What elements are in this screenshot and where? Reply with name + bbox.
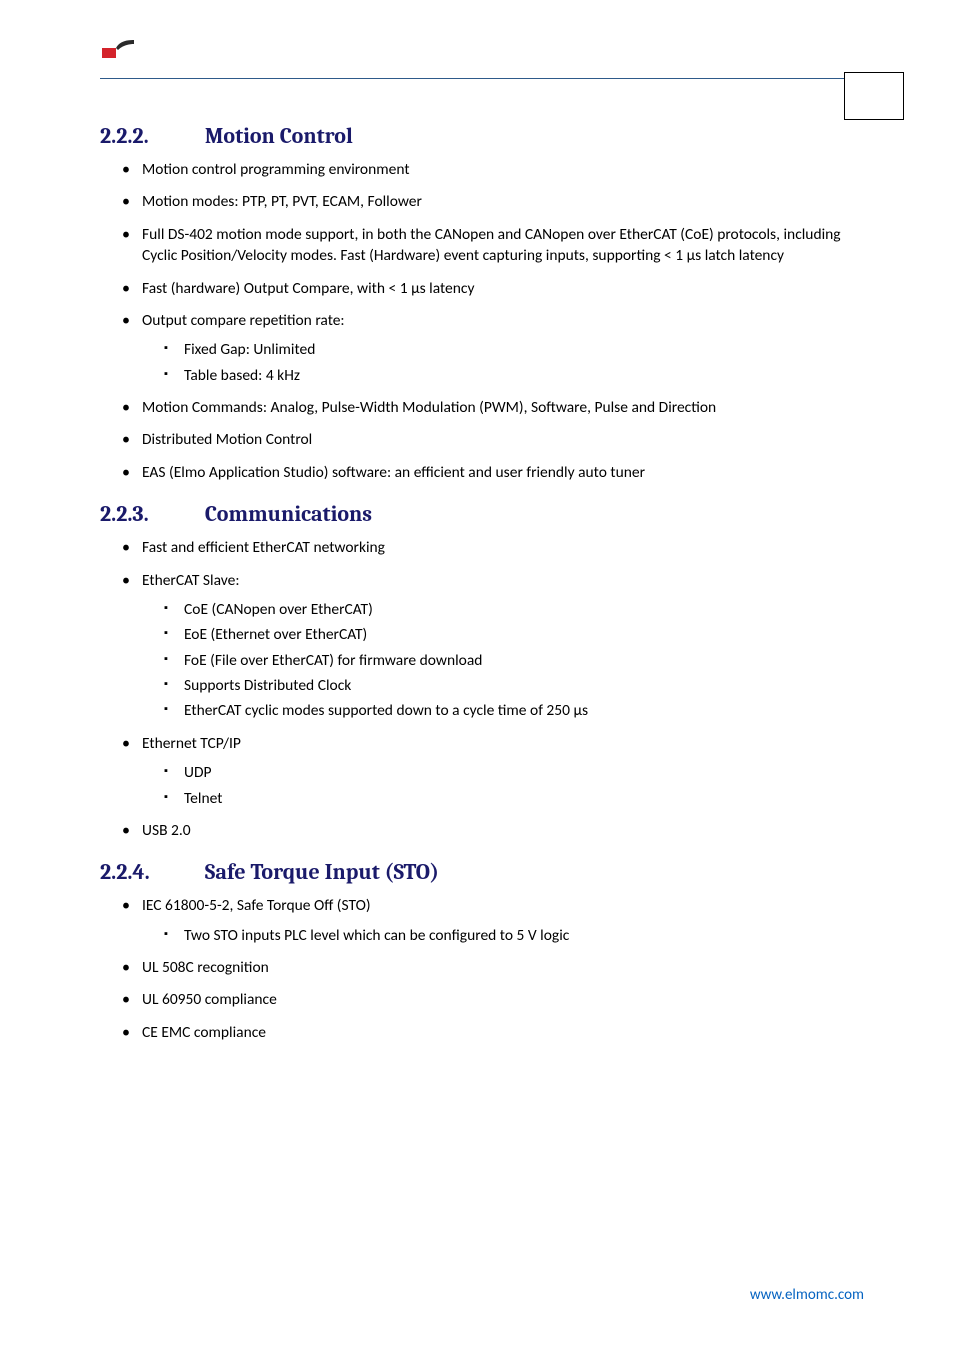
item-text: Motion control programming environment bbox=[142, 160, 410, 179]
item-text: EoE (Ethernet over EtherCAT) bbox=[184, 625, 367, 644]
item-text: UDP bbox=[184, 763, 212, 782]
list-sto: IEC 61800-5-2, Safe Torque Off (STO) Two… bbox=[100, 895, 864, 1043]
list-item: Table based: 4 kHz bbox=[164, 365, 864, 386]
list-item: UDP bbox=[164, 762, 864, 783]
list-item: EtherCAT cyclic modes supported down to … bbox=[164, 700, 864, 721]
list-item: CE EMC compliance bbox=[122, 1022, 864, 1043]
item-text: Fast (hardware) Output Compare, with < 1… bbox=[142, 279, 474, 298]
item-text: Supports Distributed Clock bbox=[184, 676, 351, 695]
footer-url[interactable]: www.elmomc.com bbox=[750, 1286, 864, 1304]
item-text: UL 60950 compliance bbox=[142, 990, 277, 1009]
list-item: Output compare repetition rate: Fixed Ga… bbox=[122, 310, 864, 386]
item-text: FoE (File over EtherCAT) for firmware do… bbox=[184, 651, 482, 670]
item-text: UL 508C recognition bbox=[142, 958, 269, 977]
section-number: 2.2.4. bbox=[100, 859, 200, 885]
list-item: Ethernet TCP/IP UDP Telnet bbox=[122, 733, 864, 809]
list-item: IEC 61800-5-2, Safe Torque Off (STO) Two… bbox=[122, 895, 864, 946]
list-item: Two STO inputs PLC level which can be co… bbox=[164, 925, 864, 946]
sublist: CoE (CANopen over EtherCAT) EoE (Etherne… bbox=[142, 599, 864, 722]
list-item: Supports Distributed Clock bbox=[164, 675, 864, 696]
item-text: Distributed Motion Control bbox=[142, 430, 312, 449]
sublist: Two STO inputs PLC level which can be co… bbox=[142, 925, 864, 946]
item-text: IEC 61800-5-2, Safe Torque Off (STO) bbox=[142, 896, 371, 915]
brand-logo bbox=[100, 36, 136, 60]
section-number: 2.2.3. bbox=[100, 501, 200, 527]
list-item: Fast and efficient EtherCAT networking bbox=[122, 537, 864, 558]
item-text: Telnet bbox=[184, 789, 222, 808]
list-item: Motion modes: PTP, PT, PVT, ECAM, Follow… bbox=[122, 191, 864, 212]
item-text: USB 2.0 bbox=[142, 821, 191, 840]
item-text: EtherCAT Slave: bbox=[142, 571, 239, 590]
section-heading-communications: 2.2.3. Communications bbox=[100, 501, 864, 527]
section-number: 2.2.2. bbox=[100, 123, 200, 149]
list-item: Telnet bbox=[164, 788, 864, 809]
list-item: Full DS-402 motion mode support, in both… bbox=[122, 224, 864, 267]
section-heading-motion-control: 2.2.2. Motion Control bbox=[100, 123, 864, 149]
item-text: Fixed Gap: Unlimited bbox=[184, 340, 315, 359]
list-item: EAS (Elmo Application Studio) software: … bbox=[122, 462, 864, 483]
item-text: EAS (Elmo Application Studio) software: … bbox=[142, 463, 645, 482]
list-item: UL 508C recognition bbox=[122, 957, 864, 978]
section-heading-sto: 2.2.4. Safe Torque Input (STO) bbox=[100, 859, 864, 885]
list-communications: Fast and efficient EtherCAT networking E… bbox=[100, 537, 864, 841]
item-text: Output compare repetition rate: bbox=[142, 311, 345, 330]
page-number-box bbox=[844, 72, 904, 120]
list-motion-control: Motion control programming environment M… bbox=[100, 159, 864, 483]
list-item: Distributed Motion Control bbox=[122, 429, 864, 450]
section-title: Communications bbox=[205, 501, 372, 527]
section-title: Safe Torque Input (STO) bbox=[205, 859, 439, 885]
list-item: Fixed Gap: Unlimited bbox=[164, 339, 864, 360]
list-item: Fast (hardware) Output Compare, with < 1… bbox=[122, 278, 864, 299]
item-text: Full DS-402 motion mode support, in both… bbox=[142, 225, 841, 265]
item-text: Two STO inputs PLC level which can be co… bbox=[184, 926, 569, 945]
list-item: CoE (CANopen over EtherCAT) bbox=[164, 599, 864, 620]
item-text: EtherCAT cyclic modes supported down to … bbox=[184, 701, 588, 720]
list-item: USB 2.0 bbox=[122, 820, 864, 841]
section-title: Motion Control bbox=[205, 123, 353, 149]
list-item: Motion control programming environment bbox=[122, 159, 864, 180]
item-text: Ethernet TCP/IP bbox=[142, 734, 241, 753]
item-text: CE EMC compliance bbox=[142, 1023, 266, 1042]
item-text: CoE (CANopen over EtherCAT) bbox=[184, 600, 373, 619]
sublist: UDP Telnet bbox=[142, 762, 864, 809]
main-content: 2.2.2. Motion Control Motion control pro… bbox=[100, 123, 864, 1043]
list-item: EoE (Ethernet over EtherCAT) bbox=[164, 624, 864, 645]
header-rule bbox=[100, 78, 864, 79]
item-text: Table based: 4 kHz bbox=[184, 366, 300, 385]
list-item: Motion Commands: Analog, Pulse-Width Mod… bbox=[122, 397, 864, 418]
item-text: Motion Commands: Analog, Pulse-Width Mod… bbox=[142, 398, 716, 417]
list-item: UL 60950 compliance bbox=[122, 989, 864, 1010]
item-text: Fast and efficient EtherCAT networking bbox=[142, 538, 385, 557]
list-item: FoE (File over EtherCAT) for firmware do… bbox=[164, 650, 864, 671]
item-text: Motion modes: PTP, PT, PVT, ECAM, Follow… bbox=[142, 192, 422, 211]
sublist: Fixed Gap: Unlimited Table based: 4 kHz bbox=[142, 339, 864, 386]
list-item: EtherCAT Slave: CoE (CANopen over EtherC… bbox=[122, 570, 864, 722]
